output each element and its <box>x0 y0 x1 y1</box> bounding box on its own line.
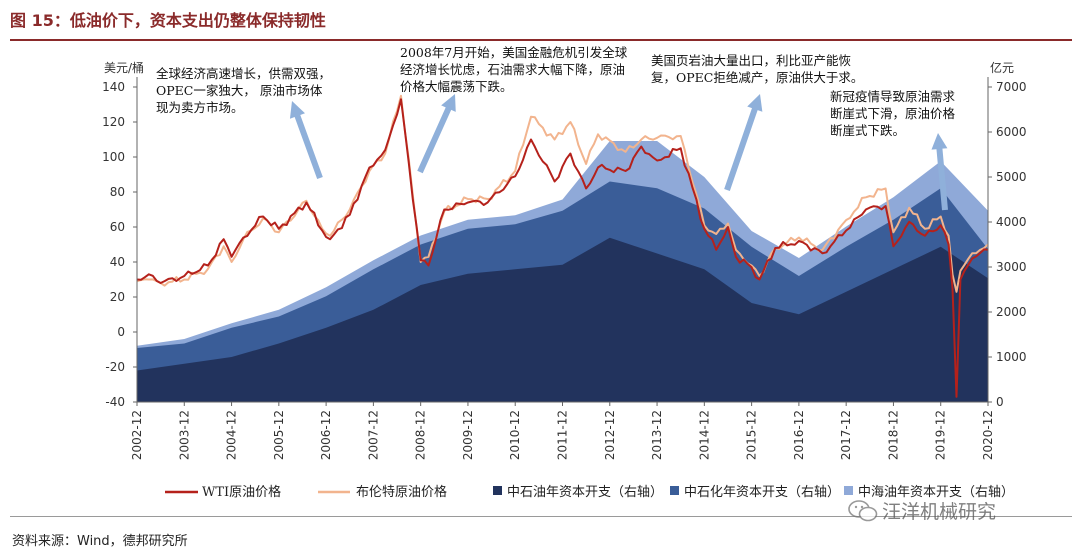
chart-canvas: -40 -20 0 20 40 60 80 100 120 140 0 1000 2000 3000 400… <box>102 45 1026 500</box>
x-tick-label: 2009-12 <box>461 410 475 460</box>
wechat-icon <box>848 500 878 522</box>
left-tick-label: 20 <box>110 290 125 304</box>
left-tick-label: 100 <box>102 150 125 164</box>
x-tick-label: 2003-12 <box>177 410 191 460</box>
annotation-3-line: 美国页岩油大量出口，利比亚产能恢 <box>651 53 851 68</box>
x-tick-label: 2006-12 <box>319 410 333 460</box>
annotation-4-line: 断崖式下跌。 <box>830 123 905 138</box>
source-note: 资料来源：Wind，德邦研究所 <box>12 534 188 549</box>
x-tick-label: 2016-12 <box>792 410 806 460</box>
x-tick-label: 2007-12 <box>366 410 380 460</box>
chart-legend: WTI原油价格 布伦特原油价格 中石油年资本开支（右轴） 中石化年资本开支（右轴） 中海… <box>165 484 1014 500</box>
x-tick-label: 2018-12 <box>886 410 900 460</box>
annotation-1-line: 全球经济高速增长，供需双强， <box>156 66 331 81</box>
annotation-2-line: 2008年7月开始，美国金融危机引发全球 <box>400 45 628 60</box>
legend-cnpc-label: 中石油年资本开支（右轴） <box>507 485 663 500</box>
right-tick-label: 6000 <box>996 125 1027 139</box>
left-axis-title: 美元/桶 <box>104 60 144 75</box>
x-tick-label: 2010-12 <box>508 410 522 460</box>
x-tick-label: 2011-12 <box>556 410 570 460</box>
price-lines <box>136 94 989 398</box>
legend-wti-label: WTI原油价格 <box>202 484 281 500</box>
annotation-arrow-3 <box>724 94 763 191</box>
figure-title: 图 15：低油价下，资本支出仍整体保持韧性 <box>10 11 326 30</box>
right-axis-title: 亿元 <box>990 60 1014 75</box>
annotation-1-line: 现为卖方市场。 <box>156 100 244 115</box>
x-tick-label: 2005-12 <box>272 410 286 460</box>
annotation-3-line: 复，OPEC拒绝减产，原油供大于求。 <box>651 70 863 85</box>
right-tick-label: 1000 <box>996 350 1027 364</box>
legend-sinopec-swatch <box>670 486 679 495</box>
legend-cnooc-label: 中海油年资本开支（右轴） <box>858 485 1014 500</box>
left-tick-label: -40 <box>105 395 125 409</box>
annotation-2-line: 价格大幅震荡下跌。 <box>400 79 513 94</box>
left-tick-label: 80 <box>110 185 125 199</box>
right-tick-label: 4000 <box>996 215 1027 229</box>
source-rule <box>10 516 1072 517</box>
x-tick-label: 2020-12 <box>981 410 995 460</box>
annotation-arrow-1 <box>289 101 323 180</box>
right-tick-label: 0 <box>996 395 1004 409</box>
annotation-arrow-2 <box>417 94 456 174</box>
right-tick-label: 2000 <box>996 305 1027 319</box>
left-tick-label: 120 <box>102 115 125 129</box>
watermark: 汪洋机械研究 <box>848 497 996 524</box>
right-tick-label: 7000 <box>996 80 1027 94</box>
legend-brent-label: 布伦特原油价格 <box>356 484 447 500</box>
legend-cnooc-swatch <box>844 486 853 495</box>
annotation-arrow-4 <box>931 133 948 211</box>
annotation-2-line: 经济增长忧虑，石油需求大幅下降，原油 <box>400 62 625 77</box>
right-tick-label: 3000 <box>996 260 1027 274</box>
annotation-1-line: OPEC一家独大， 原油市场体 <box>156 83 323 98</box>
x-tick-label: 2013-12 <box>650 410 664 460</box>
wti-price-line <box>136 98 989 398</box>
left-tick-label: 0 <box>117 325 125 339</box>
x-tick-label: 2014-12 <box>697 410 711 460</box>
watermark-text: 汪洋机械研究 <box>882 501 997 523</box>
x-tick-label: 2015-12 <box>745 410 759 460</box>
annotation-arrows <box>289 94 948 211</box>
annotation-4-line: 断崖式下滑，原油价格 <box>830 106 956 121</box>
x-tick-label: 2002-12 <box>130 410 144 460</box>
annotation-4-line: 新冠疫情导致原油需求 <box>830 89 956 104</box>
x-tick-label: 2004-12 <box>225 410 239 460</box>
x-tick-label: 2017-12 <box>839 410 853 460</box>
chart-axes: -40 -20 0 20 40 60 80 100 120 140 0 1000 2000 3000 400… <box>102 60 1026 460</box>
capex-areas <box>137 141 988 402</box>
capex-area-cnpc <box>137 237 988 402</box>
left-tick-label: 60 <box>110 220 125 234</box>
legend-sinopec-label: 中石化年资本开支（右轴） <box>684 485 840 500</box>
x-tick-label: 2012-12 <box>603 410 617 460</box>
left-tick-label: -20 <box>105 360 125 374</box>
left-tick-label: 40 <box>110 255 125 269</box>
x-tick-label: 2019-12 <box>934 410 948 460</box>
left-tick-label: 140 <box>102 80 125 94</box>
brent-price-line <box>136 94 989 293</box>
x-tick-label: 2008-12 <box>414 410 428 460</box>
title-rule <box>10 39 1072 41</box>
legend-cnpc-swatch <box>493 486 502 495</box>
right-tick-label: 5000 <box>996 170 1027 184</box>
